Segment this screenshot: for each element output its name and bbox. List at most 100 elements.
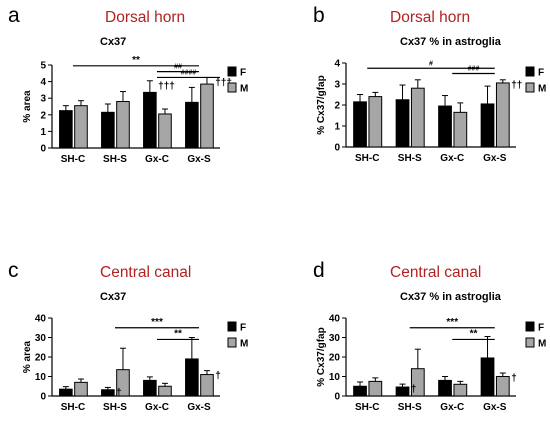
bar-M-SH-C — [74, 105, 88, 149]
x-tick-label: SH-S — [103, 154, 127, 165]
legend-swatch-M — [227, 337, 237, 348]
bar-M-SH-S — [116, 101, 130, 149]
legend-label: F — [538, 68, 544, 79]
bar-F-Gx-C — [143, 91, 157, 149]
bar-M-Gx-S — [200, 83, 214, 149]
legend-label: M — [240, 84, 248, 95]
legend-label: F — [240, 323, 246, 334]
bar-F-SH-S — [101, 111, 115, 149]
legend-swatch-F — [525, 321, 535, 332]
bar-M-SH-S — [410, 87, 425, 148]
x-tick-label: Gx-C — [440, 402, 464, 413]
bar-F-SH-C — [59, 110, 73, 149]
legend-label: M — [538, 84, 546, 95]
chart-title: Cx37 % in astroglia — [400, 291, 502, 303]
bar-M-Gx-S — [495, 376, 510, 397]
comparison-label: ## — [174, 64, 182, 71]
x-tick-label: SH-C — [61, 402, 85, 413]
y-tick-label: 0 — [40, 392, 46, 403]
bar-F-SH-S — [395, 386, 410, 397]
bar-M-Gx-C — [158, 113, 172, 149]
legend-label: F — [538, 323, 544, 334]
y-tick-label: 4 — [334, 59, 340, 70]
y-tick-label: 40 — [35, 314, 47, 325]
region-title: Dorsal horn — [105, 9, 185, 26]
significance-mark: † — [215, 371, 221, 382]
bar-M-Gx-C — [453, 383, 468, 397]
x-tick-label: Gx-C — [145, 154, 169, 165]
y-tick-label: 0 — [40, 144, 46, 155]
y-axis-label: % area — [22, 90, 33, 123]
panel-letter: d — [313, 259, 325, 282]
legend-swatch-F — [227, 321, 237, 332]
chart-panel-b: b Dorsal horn Cx37 % in astroglia % Cx37/gf… — [313, 4, 546, 164]
bar-F-Gx-C — [438, 105, 452, 148]
panel-letter: b — [313, 4, 325, 27]
x-tick-label: SH-C — [355, 153, 379, 164]
x-tick-label: Gx-S — [187, 154, 211, 165]
x-tick-label: Gx-S — [483, 402, 507, 413]
chart-panel-c: c Central canal Cx37 % area 0 10 20 30 40 SH-C SH-… — [8, 259, 248, 413]
y-tick-label: 3 — [334, 80, 340, 91]
legend-swatch-F — [525, 66, 535, 77]
legend-swatch-M — [525, 82, 535, 93]
region-title: Central canal — [390, 264, 481, 281]
bar-F-SH-S — [101, 389, 115, 397]
chart-panel-d: d Central canal Cx37 % in astroglia % Cx37/… — [313, 259, 546, 413]
legend-label: M — [538, 339, 546, 350]
bar-F-Gx-C — [143, 379, 157, 397]
bar-M-SH-C — [74, 381, 88, 397]
bar-M-Gx-S — [495, 82, 510, 148]
comparison-label: ** — [132, 55, 140, 66]
y-tick-label: 1 — [40, 127, 46, 138]
y-tick-label: 20 — [329, 353, 341, 364]
legend-swatch-M — [227, 82, 237, 93]
significance-mark: †† — [511, 80, 522, 91]
y-tick-label: 30 — [35, 333, 47, 344]
chart-panel-a: a Dorsal horn Cx37 % area 0 1 2 3 4 5 SH-C SH-S Gx-C… — [8, 4, 248, 165]
x-tick-label: SH-C — [355, 402, 379, 413]
comparison-label: #### — [181, 69, 197, 76]
chart-title: Cx37 — [100, 291, 126, 303]
significance-mark: † — [511, 373, 517, 384]
panel-letter: c — [8, 259, 19, 282]
bar-F-Gx-S — [480, 103, 495, 148]
x-tick-label: SH-S — [398, 402, 422, 413]
legend-swatch-M — [525, 337, 535, 348]
y-tick-label: 0 — [334, 392, 340, 403]
y-axis-label: % Cx37/gfap — [316, 327, 327, 386]
region-title: Dorsal horn — [390, 9, 470, 26]
chart-title: Cx37 — [100, 36, 126, 48]
chart-title: Cx37 % in astroglia — [400, 36, 502, 48]
bar-F-Gx-C — [438, 379, 452, 397]
x-tick-label: Gx-S — [187, 402, 211, 413]
x-tick-label: Gx-C — [440, 153, 464, 164]
panel-letter: a — [8, 4, 20, 27]
region-title: Central canal — [100, 264, 191, 281]
legend-swatch-F — [227, 66, 237, 77]
significance-mark: † — [411, 384, 417, 395]
bar-F-Gx-S — [185, 358, 199, 397]
bar-M-Gx-C — [158, 385, 172, 397]
significance-mark: ††† — [215, 77, 232, 88]
y-tick-label: 5 — [40, 61, 46, 72]
comparison-label: ### — [468, 66, 480, 73]
x-tick-label: Gx-S — [483, 153, 507, 164]
comparison-label: # — [429, 60, 433, 67]
bar-F-Gx-S — [185, 101, 199, 149]
y-tick-label: 2 — [40, 110, 46, 121]
y-tick-label: 4 — [40, 77, 46, 88]
y-tick-label: 30 — [329, 333, 341, 344]
y-axis-label: % area — [22, 340, 33, 373]
bar-M-Gx-C — [453, 111, 468, 148]
y-tick-label: 3 — [40, 94, 46, 105]
bar-F-Gx-S — [480, 357, 495, 397]
legend-label: M — [240, 339, 248, 350]
legend-label: F — [240, 68, 246, 79]
bar-M-SH-C — [368, 96, 383, 148]
bar-F-SH-C — [353, 101, 367, 148]
comparison-label: ** — [470, 328, 478, 339]
comparison-label: *** — [151, 317, 163, 328]
comparison-label: *** — [446, 317, 458, 328]
significance-mark: ††† — [158, 81, 175, 92]
